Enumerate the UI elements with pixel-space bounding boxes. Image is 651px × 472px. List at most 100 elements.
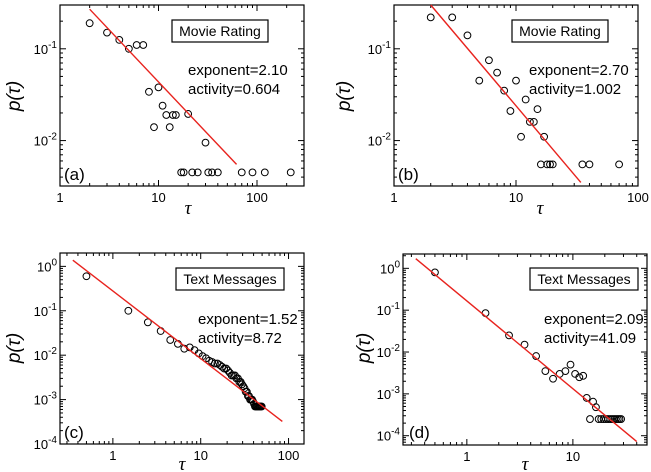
title-box: Movie Rating	[511, 19, 609, 43]
chart-title: Movie Rating	[179, 23, 261, 39]
annotation-exponent: exponent=1.52	[198, 311, 298, 328]
data-points	[431, 268, 626, 423]
y-axis-label: p(τ)	[354, 333, 375, 364]
data-point	[537, 160, 545, 169]
data-point	[193, 168, 202, 177]
data-point	[179, 168, 188, 177]
data-point	[604, 415, 613, 423]
x-tick-label: 100	[627, 190, 649, 205]
data-point	[521, 95, 530, 104]
data-point	[463, 31, 472, 40]
data-point	[82, 272, 91, 281]
data-point	[575, 373, 584, 382]
annotation-activity: activity=41.09	[544, 330, 636, 347]
data-point	[566, 360, 575, 369]
fit-line	[72, 259, 283, 422]
x-axis-ticks: 1 10 100	[56, 5, 305, 205]
y-tick-label: 10-2	[34, 132, 58, 149]
y-axis-label: p(τ)	[334, 81, 355, 112]
data-point	[213, 168, 222, 177]
y-tick-label: 100	[380, 259, 400, 276]
annotation-exponent: exponent=2.10	[188, 62, 288, 79]
data-point	[533, 105, 542, 114]
data-points	[426, 13, 624, 169]
data-point	[517, 132, 525, 141]
annotation-exponent: exponent=2.70	[529, 62, 629, 79]
data-point	[154, 83, 163, 92]
y-tick-label: 10-3	[34, 391, 58, 408]
x-axis-label: τ	[179, 454, 187, 472]
data-point	[238, 380, 246, 389]
data-point	[506, 107, 515, 115]
panel-c: 1 10 100 10-4 10-3 10-2 10-1 100 Text Messages…	[4, 252, 305, 472]
data-point	[617, 415, 626, 423]
data-point	[606, 415, 615, 423]
data-point	[561, 367, 570, 376]
x-tick-label: 1	[56, 190, 63, 205]
data-point	[166, 336, 175, 344]
title-box-frame	[511, 19, 609, 43]
data-point	[475, 76, 484, 85]
y-axis-ticks: 10-4 10-3 10-2 10-1 100	[34, 252, 304, 452]
data-point	[260, 168, 269, 177]
y-axis-label: p(τ)	[4, 333, 25, 364]
fit-line	[89, 8, 238, 165]
y-tick-label: 10-1	[377, 301, 401, 318]
data-point	[201, 138, 210, 147]
panel-d: 1 10 10-4 10-3 10-2 10-1 100 Text Messages ex…	[354, 253, 648, 472]
data-point	[540, 132, 549, 141]
data-point	[426, 13, 435, 22]
title-box: Text Messages	[529, 267, 639, 291]
y-tick-label: 10-4	[377, 427, 401, 444]
annotation-activity: activity=0.604	[188, 81, 280, 98]
x-axis-ticks: 1 10 100	[390, 5, 649, 205]
data-point	[165, 123, 174, 132]
panel-label: (a)	[64, 165, 85, 184]
x-axis-ticks: 1 10	[410, 254, 648, 464]
data-point	[220, 364, 229, 373]
data-point	[115, 35, 124, 44]
y-axis-label: p(τ)	[4, 81, 25, 112]
annotation-exponent: exponent=2.09	[544, 311, 644, 328]
data-point	[145, 87, 153, 96]
data-point	[132, 41, 141, 49]
plot-frame	[59, 4, 305, 187]
y-tick-label: 10-3	[377, 385, 401, 402]
y-tick-label: 10-2	[34, 346, 58, 363]
data-point	[158, 101, 167, 110]
data-point	[586, 415, 594, 423]
plot-frame	[59, 252, 305, 445]
data-point	[546, 160, 554, 169]
panel-label: (c)	[64, 423, 84, 442]
panel-label: (b)	[398, 165, 419, 184]
data-point	[512, 76, 520, 85]
data-point	[156, 327, 165, 335]
data-point	[493, 68, 502, 77]
fit-line	[430, 4, 582, 183]
data-point	[541, 367, 550, 376]
y-tick-label: 10-4	[34, 435, 58, 452]
data-point	[177, 168, 186, 177]
y-tick-label: 10-2	[377, 343, 401, 360]
x-tick-label: 10	[151, 190, 165, 205]
data-point	[150, 123, 158, 132]
annotation-activity: activity=8.72	[198, 330, 282, 347]
data-point	[208, 168, 216, 177]
y-axis-ticks: 10-2 10-1	[368, 4, 638, 178]
data-point	[549, 374, 557, 383]
data-point	[218, 362, 226, 371]
data-point	[143, 318, 152, 327]
y-tick-label: 10-2	[368, 132, 392, 149]
data-point	[188, 168, 197, 177]
data-point	[124, 44, 133, 53]
y-tick-label: 100	[37, 257, 57, 274]
data-point	[85, 19, 94, 28]
data-point	[184, 110, 193, 118]
panel-label: (d)	[409, 423, 430, 442]
data-point	[485, 56, 493, 65]
x-tick-label: 1	[390, 190, 397, 205]
fit-line	[415, 258, 638, 443]
chart-title: Text Messages	[183, 271, 276, 287]
title-box: Text Messages	[175, 267, 285, 291]
